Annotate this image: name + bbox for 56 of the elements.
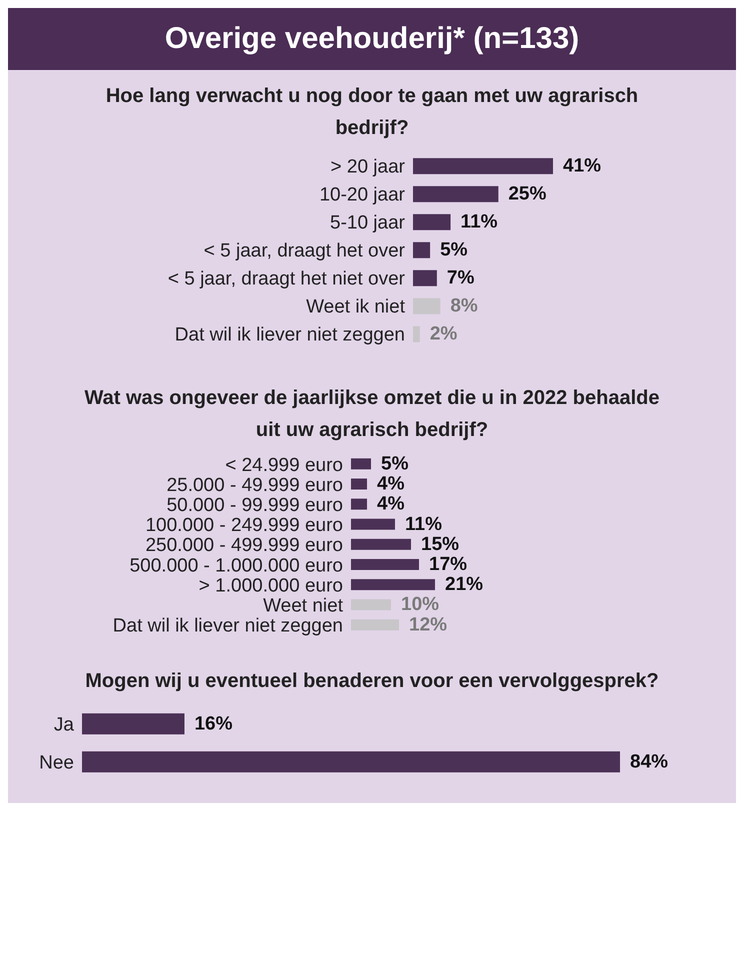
data-label: 84% — [630, 751, 668, 772]
bar — [413, 158, 553, 174]
bar — [351, 599, 391, 610]
y-tick-label: Ja — [54, 714, 74, 736]
y-tick-label: Nee — [39, 752, 74, 774]
y-tick-label: 50.000 - 99.999 euro — [166, 495, 343, 516]
chart-title: Hoe lang verwacht u nog door te gaan met uw agrarisch bedrijf? — [104, 84, 640, 141]
y-tick-label: Dat wil ik liever niet zeggen — [174, 324, 405, 346]
data-label: 10% — [401, 594, 440, 616]
bar — [351, 498, 367, 510]
data-label: 4% — [377, 494, 405, 515]
y-tick-label: Weet niet — [263, 596, 344, 617]
bar — [351, 579, 435, 590]
data-label: 12% — [409, 614, 448, 636]
y-tick-label: 10-20 jaar — [319, 184, 406, 206]
bar — [351, 478, 367, 490]
data-label: 25% — [508, 184, 546, 205]
y-tick-label: 250.000 - 499.999 euro — [145, 535, 343, 556]
chart-title: Mogen wij u eventueel benaderen voor een vervolggesprek? — [84, 669, 660, 694]
data-label: 15% — [421, 534, 460, 555]
data-label: 2% — [430, 324, 458, 345]
bar — [351, 538, 411, 550]
data-label: 21% — [445, 574, 484, 596]
y-tick-label: 100.000 - 249.999 euro — [145, 515, 343, 536]
bar — [413, 242, 430, 258]
data-label: 5% — [381, 453, 409, 474]
y-tick-label: 25.000 - 49.999 euro — [166, 474, 343, 496]
y-tick-label: < 5 jaar, draagt het over — [204, 240, 406, 262]
bar — [351, 458, 371, 470]
bar — [413, 186, 498, 202]
y-tick-label: Weet ik niet — [306, 296, 406, 318]
bar — [351, 558, 419, 570]
text: Overige veehouderij* (n=133) — [8, 8, 736, 70]
y-tick-label: < 5 jaar, draagt het niet over — [168, 268, 406, 290]
data-label: 8% — [450, 296, 478, 317]
data-label: 11% — [460, 212, 498, 233]
data-label: 41% — [563, 156, 602, 177]
bar — [413, 326, 420, 342]
data-label: 17% — [429, 554, 468, 575]
data-label: 11% — [405, 514, 442, 535]
y-tick-label: 5-10 jaar — [330, 212, 406, 234]
bar — [351, 619, 399, 630]
y-tick-label: Dat wil ik liever niet zeggen — [112, 616, 343, 637]
y-tick-label: < 24.999 euro — [225, 454, 343, 476]
data-label: 16% — [194, 713, 233, 734]
bar — [351, 518, 395, 530]
y-tick-label: > 1.000.000 euro — [198, 575, 343, 596]
data-label: 5% — [440, 240, 468, 261]
y-tick-label: 500.000 - 1.000.000 euro — [130, 555, 343, 576]
bar — [413, 298, 440, 314]
bar — [413, 214, 451, 230]
bar — [413, 270, 437, 286]
chart-title: Wat was ongeveer de jaarlijkse omzet die u in 2022 behaalde uit uw agrarisch bedrijf? — [83, 386, 661, 443]
data-label: 7% — [446, 268, 474, 289]
data-label: 4% — [377, 474, 405, 495]
y-tick-label: > 20 jaar — [330, 156, 406, 178]
